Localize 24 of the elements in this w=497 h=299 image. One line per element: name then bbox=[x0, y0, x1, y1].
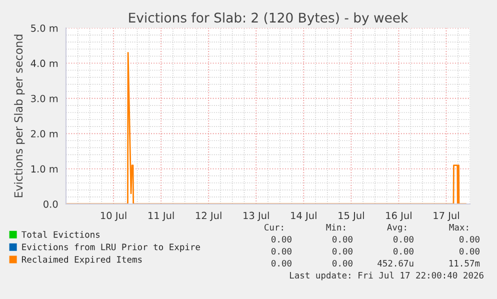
x-tick-label: 17 Jul bbox=[434, 212, 459, 221]
x-tick-label: 13 Jul bbox=[244, 212, 269, 221]
x-tick-label: 11 Jul bbox=[148, 212, 174, 221]
legend-label: Evictions from LRU Prior to Expire bbox=[22, 244, 200, 252]
x-tick-label: 14 Jul bbox=[291, 212, 316, 221]
y-axis-title: Evictions per Slab per second bbox=[14, 34, 25, 198]
text: 0.00 0.00 0.00 0.00 bbox=[272, 248, 480, 255]
y-tick-label: 3.0 m bbox=[31, 94, 58, 102]
text: Cur: Min: Avg: Max: bbox=[264, 224, 468, 232]
legend-label: Total Evictions bbox=[22, 231, 100, 238]
y-tick-label: 4.0 m bbox=[30, 60, 58, 68]
y-tick-label: 2.0 m bbox=[31, 130, 58, 138]
text: Last update: Fri Jul 17 22:00:40 2026 bbox=[290, 272, 484, 280]
legend-label: Reclaimed Expired Items bbox=[22, 256, 142, 264]
x-tick-label: 10 Jul bbox=[101, 212, 126, 221]
y-tick-label: 1.0 m bbox=[31, 165, 58, 173]
text: 0.00 0.00 0.00 0.00 bbox=[272, 236, 480, 243]
x-tick-label: 16 Jul bbox=[386, 212, 412, 221]
y-tick-label: 5.0 m bbox=[31, 24, 58, 32]
x-tick-label: 12 Jul bbox=[196, 212, 222, 221]
chart-title: Evictions for Slab: 2 (120 Bytes) - by week bbox=[129, 12, 408, 26]
text: 0.00 0.00 452.67u 11.57m bbox=[272, 260, 480, 267]
y-tick-label: 0.0 bbox=[44, 200, 58, 208]
x-tick-label: 15 Jul bbox=[338, 212, 364, 221]
